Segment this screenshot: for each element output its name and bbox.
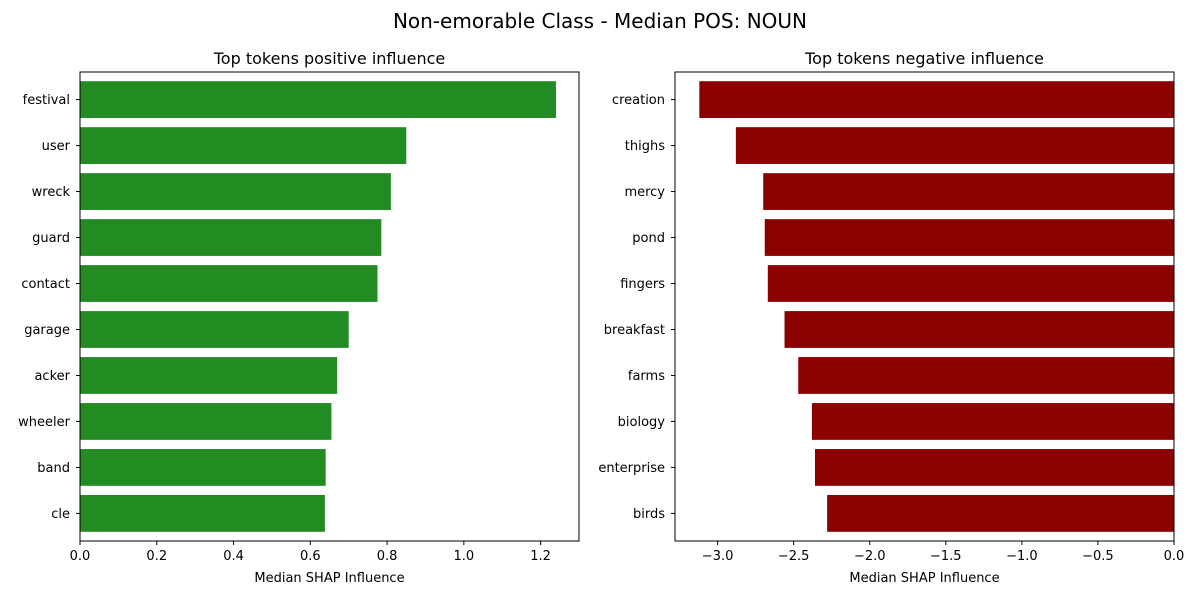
y-tick-label: farms <box>628 369 665 384</box>
bar-birds <box>827 495 1174 532</box>
y-tick-label: garage <box>24 323 70 338</box>
bar-pond <box>764 219 1174 256</box>
y-tick-label: acker <box>34 369 70 384</box>
bar-creation <box>699 81 1174 118</box>
x-tick-label: −2.0 <box>854 549 886 564</box>
y-tick-label: mercy <box>624 185 665 200</box>
x-tick-label: −3.0 <box>702 549 734 564</box>
x-tick-label: 1.2 <box>530 549 551 564</box>
axes-title: Top tokens negative influence <box>804 49 1044 68</box>
x-tick-label: −2.5 <box>778 549 810 564</box>
bar-band <box>80 449 326 486</box>
x-tick-label: 0.6 <box>300 549 321 564</box>
y-tick-label: festival <box>23 93 70 108</box>
bar-farms <box>798 357 1174 394</box>
bar-cle <box>80 495 325 532</box>
y-tick-label: birds <box>633 507 665 522</box>
bar-breakfast <box>784 311 1174 348</box>
x-tick-label: −0.5 <box>1082 549 1114 564</box>
figure-title: Non-emorable Class - Median POS: NOUN <box>393 9 807 33</box>
x-tick-label: 0.4 <box>223 549 244 564</box>
bar-thighs <box>735 127 1174 164</box>
bar-wreck <box>80 173 391 210</box>
bar-guard <box>80 219 382 256</box>
bar-mercy <box>763 173 1174 210</box>
bar-fingers <box>767 265 1174 302</box>
bar-festival <box>80 81 556 118</box>
x-tick-label: 0.8 <box>377 549 398 564</box>
y-tick-label: band <box>37 461 70 476</box>
bar-wheeler <box>80 403 332 440</box>
y-tick-label: wheeler <box>18 415 70 430</box>
y-tick-label: guard <box>32 231 70 246</box>
x-tick-label: −1.0 <box>1006 549 1038 564</box>
axes-title: Top tokens positive influence <box>213 49 446 68</box>
y-tick-label: breakfast <box>604 323 665 338</box>
axes-frame <box>79 71 580 542</box>
y-tick-label: fingers <box>620 277 665 292</box>
y-tick-label: user <box>42 139 71 154</box>
y-tick-label: enterprise <box>598 461 665 476</box>
y-tick-label: biology <box>618 415 666 430</box>
x-tick-label: 0.0 <box>1164 549 1185 564</box>
y-tick-label: contact <box>21 277 70 292</box>
bar-user <box>80 127 407 164</box>
x-axis-label: Median SHAP Influence <box>254 571 404 586</box>
bar-contact <box>80 265 378 302</box>
x-tick-label: 1.0 <box>454 549 475 564</box>
x-tick-label: −1.5 <box>930 549 962 564</box>
bar-biology <box>811 403 1174 440</box>
x-tick-label: 0.2 <box>146 549 167 564</box>
y-tick-label: pond <box>632 231 665 246</box>
y-tick-label: cle <box>51 507 70 522</box>
y-tick-label: creation <box>612 93 665 108</box>
negative-influence-panel: Top tokens negative influence creation thi… <box>598 49 1184 586</box>
bar-acker <box>80 357 338 394</box>
bar-enterprise <box>814 449 1174 486</box>
axes-frame <box>674 71 1175 542</box>
x-axis-label: Median SHAP Influence <box>849 571 999 586</box>
bar-garage <box>80 311 349 348</box>
y-tick-label: thighs <box>625 139 665 154</box>
y-tick-label: wreck <box>32 185 71 200</box>
x-tick-label: 0.0 <box>70 549 91 564</box>
positive-influence-panel: Top tokens positive influence festival use… <box>18 49 580 586</box>
